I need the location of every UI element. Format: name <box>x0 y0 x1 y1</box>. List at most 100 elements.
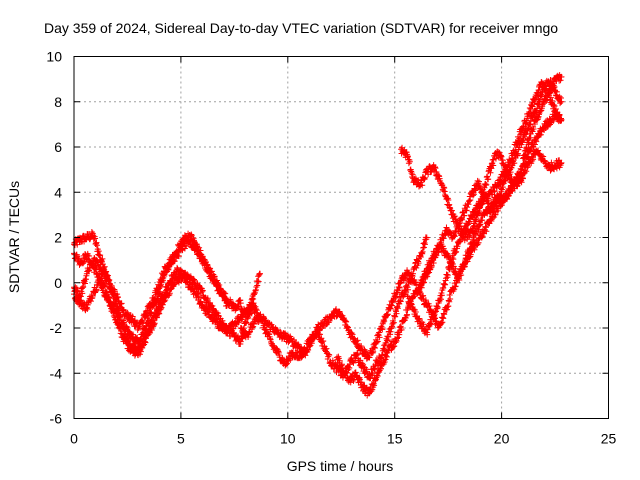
data-point <box>287 357 294 364</box>
data-point <box>118 300 125 307</box>
data-point <box>460 231 467 238</box>
data-point <box>550 101 557 108</box>
data-point <box>544 96 551 103</box>
data-point <box>224 302 231 309</box>
data-point <box>438 319 445 326</box>
data-point <box>203 305 210 312</box>
data-point <box>471 246 478 253</box>
data-point <box>313 330 320 337</box>
data-point <box>450 256 457 263</box>
data-point <box>483 228 490 235</box>
data-point <box>546 92 553 99</box>
data-point <box>459 236 466 243</box>
data-point <box>156 285 163 292</box>
data-point <box>483 181 490 188</box>
data-point <box>106 294 113 301</box>
data-point <box>93 242 100 249</box>
data-point <box>320 338 327 345</box>
data-point <box>368 388 375 395</box>
y-axis-label: SDTVAR / TECUs <box>6 181 22 293</box>
data-point <box>77 293 84 300</box>
data-point <box>172 280 179 287</box>
data-point <box>207 268 214 275</box>
data-point <box>87 298 94 305</box>
data-point <box>248 310 255 317</box>
data-point <box>120 319 127 326</box>
data-point <box>404 286 411 293</box>
data-point <box>413 264 420 271</box>
data-point <box>499 184 506 191</box>
data-point <box>477 183 484 190</box>
data-point <box>202 302 209 309</box>
data-point <box>210 273 217 280</box>
data-point <box>438 241 445 248</box>
y-tick-label: 10 <box>46 49 62 65</box>
data-point <box>515 180 522 187</box>
data-point <box>246 311 253 318</box>
data-point <box>113 307 120 314</box>
data-point <box>179 268 186 275</box>
data-point <box>92 235 99 242</box>
data-point <box>336 357 343 364</box>
data-point <box>79 290 86 297</box>
data-point <box>161 271 168 278</box>
data-point <box>419 279 426 286</box>
data-point <box>490 162 497 169</box>
data-point <box>175 253 182 260</box>
data-point <box>101 263 108 270</box>
y-tick-label: -6 <box>50 411 63 427</box>
data-point <box>199 287 206 294</box>
data-point <box>428 319 435 326</box>
data-point <box>423 234 430 241</box>
data-point <box>306 343 313 350</box>
data-point <box>421 275 428 282</box>
data-point <box>522 160 529 167</box>
data-point <box>466 254 473 261</box>
data-point <box>495 149 502 156</box>
data-point <box>379 326 386 333</box>
data-point <box>80 260 87 267</box>
data-point <box>434 304 441 311</box>
data-point <box>257 270 264 277</box>
data-point <box>370 348 377 355</box>
chart-title: Day 359 of 2024, Sidereal Day-to-day VTE… <box>44 20 558 36</box>
data-point <box>521 161 528 168</box>
data-point <box>183 243 190 250</box>
data-point <box>432 165 439 172</box>
data-point <box>470 191 477 198</box>
data-point <box>253 284 260 291</box>
y-tick-label: 8 <box>54 94 62 110</box>
data-point <box>154 307 161 314</box>
y-tick-label: -4 <box>50 365 63 381</box>
data-point <box>406 295 413 302</box>
data-point <box>447 296 454 303</box>
data-point <box>157 282 164 289</box>
data-point <box>547 86 554 93</box>
data-point <box>243 319 250 326</box>
data-point <box>146 317 153 324</box>
data-point <box>411 293 418 300</box>
data-point <box>108 282 115 289</box>
data-point <box>154 288 161 295</box>
data-point <box>529 103 536 110</box>
data-point <box>487 169 494 176</box>
data-point <box>444 272 451 279</box>
data-point <box>421 174 428 181</box>
data-point <box>148 310 155 317</box>
data-point <box>305 346 312 353</box>
y-tick-label: 4 <box>54 184 62 200</box>
data-point <box>171 258 178 265</box>
data-point <box>194 290 201 297</box>
data-point <box>453 248 460 255</box>
data-point <box>530 125 537 132</box>
data-point <box>206 267 213 274</box>
data-point <box>558 159 565 166</box>
data-point <box>540 153 547 160</box>
data-point <box>203 261 210 268</box>
data-point <box>209 312 216 319</box>
data-point <box>255 278 262 285</box>
data-point <box>504 192 511 199</box>
data-point <box>397 298 404 305</box>
data-point <box>555 112 562 119</box>
